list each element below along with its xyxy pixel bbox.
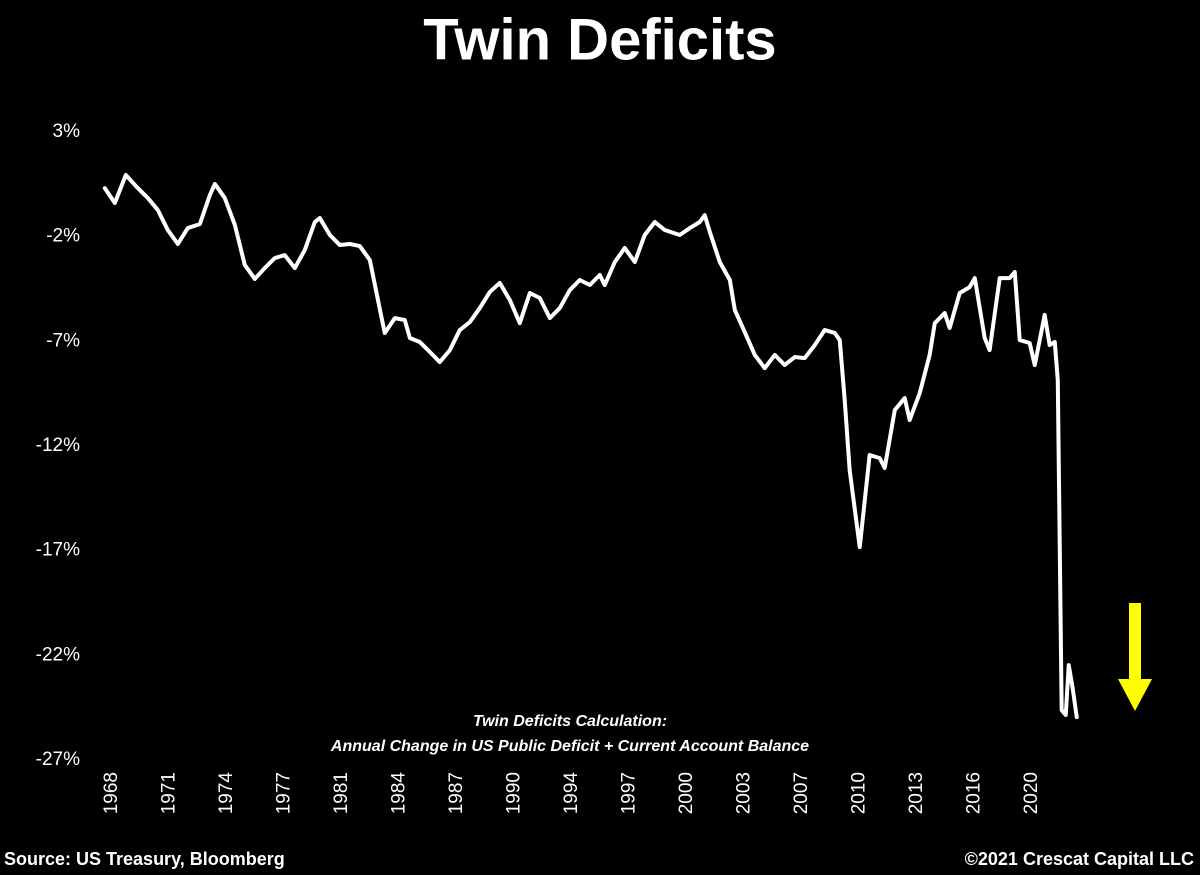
x-tick-label: 1981 xyxy=(331,772,352,814)
y-tick-label: -17% xyxy=(36,540,80,561)
arrow-shaft xyxy=(1129,603,1141,679)
y-tick-label: -7% xyxy=(46,330,80,351)
x-tick-label: 2020 xyxy=(1021,772,1042,814)
y-tick-label: -27% xyxy=(36,749,80,770)
chart-title: Twin Deficits xyxy=(423,7,776,72)
arrow xyxy=(1118,603,1152,711)
x-tick-label: 1984 xyxy=(388,772,409,815)
x-tick-label: 2016 xyxy=(964,772,985,814)
x-tick-label: 1968 xyxy=(101,772,122,814)
source: Source: US Treasury, Bloomberg xyxy=(4,849,285,869)
x-tick-label: 2007 xyxy=(791,772,812,814)
annotation: Twin Deficits Calculation: xyxy=(473,713,667,730)
x-tick-label: 2010 xyxy=(849,772,870,814)
y-tick-label: 3% xyxy=(53,121,81,142)
y-tick-label: -12% xyxy=(36,435,80,456)
x-tick-label: 2003 xyxy=(734,772,755,814)
x-tick-label: 2000 xyxy=(676,772,697,814)
y-tick-label: -22% xyxy=(36,644,80,665)
y-tick-label: -2% xyxy=(46,226,80,247)
x-tick-label: 1974 xyxy=(216,772,237,815)
x-tick-label: 1994 xyxy=(561,772,582,815)
x-tick-label: 1990 xyxy=(503,772,524,814)
x-tick-label: 1997 xyxy=(619,772,640,814)
arrow-head xyxy=(1118,679,1152,711)
x-tick-label: 1987 xyxy=(446,772,467,814)
copyright: ©2021 Crescat Capital LLC xyxy=(965,849,1194,869)
data-line xyxy=(102,172,1079,720)
x-tick-label: 1977 xyxy=(273,772,294,814)
annotation: Annual Change in US Public Deficit + Cur… xyxy=(330,738,809,755)
x-tick-label: 1971 xyxy=(158,772,179,814)
x-tick-label: 2013 xyxy=(906,772,927,814)
